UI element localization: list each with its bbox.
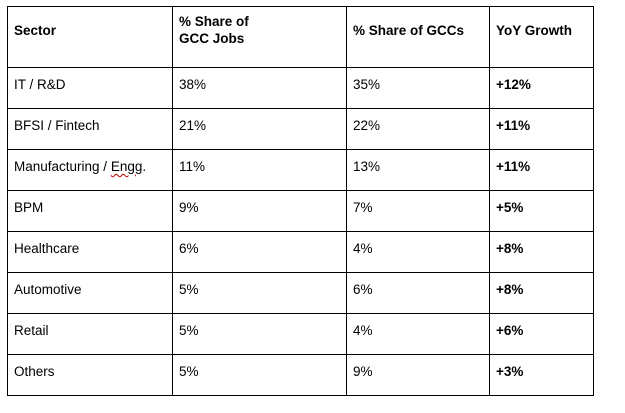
yoy-growth-value: +3% [496,364,524,379]
yoy-growth-value: +11% [496,159,531,174]
sector-cell: Healthcare [7,231,173,273]
sector-label: BFSI / Fintech [14,118,100,133]
gccs-share-value: 9% [353,364,373,379]
yoy-growth-cell: +8% [489,272,594,314]
gccs-share-value: 4% [353,323,373,338]
yoy-growth-value: +11% [496,118,531,133]
table-row: BPM 9% 7% +5% [7,190,594,232]
gccs-share-value: 22% [353,118,381,133]
yoy-growth-value: +6% [496,323,524,338]
header-gccs-label: % Share of GCCs [353,23,465,38]
yoy-growth-cell: +5% [489,190,594,232]
jobs-share-value: 11% [179,159,206,174]
jobs-share-value: 5% [179,364,199,379]
header-sector: Sector [7,6,173,68]
jobs-share-value: 38% [179,77,207,92]
header-gcc-jobs-line1: % Share of [179,14,249,29]
sector-label: Manufacturing / Engg. [8,150,172,175]
jobs-share-value: 6% [179,241,199,256]
jobs-share-value: 5% [179,282,199,297]
sector-cell: Retail [7,313,173,355]
spellcheck-flagged-word: Engg [110,159,143,174]
yoy-growth-value: +12% [496,77,531,92]
header-gcc-jobs-line2: GCC Jobs [179,31,245,46]
gccs-share-cell: 35% [346,67,490,109]
jobs-share-cell: 5% [172,272,347,314]
gccs-share-cell: 9% [346,354,490,396]
gccs-share-cell: 7% [346,190,490,232]
header-gcc-jobs-share: % Share of GCC Jobs [172,6,347,68]
sector-cell: Automotive [7,272,173,314]
gccs-share-cell: 4% [346,231,490,273]
sector-cell: IT / R&D [7,67,173,109]
header-yoy-label: YoY Growth [496,23,573,38]
sector-label: IT / R&D [14,77,66,92]
gccs-share-cell: 22% [346,108,490,150]
header-gcc-jobs-label: % Share of GCC Jobs [173,7,346,47]
yoy-growth-value: +5% [496,200,524,215]
sector-label: BPM [14,200,44,215]
gccs-share-value: 13% [353,159,381,174]
sector-cell: BPM [7,190,173,232]
table-row: BFSI / Fintech 21% 22% +11% [7,108,594,150]
yoy-growth-cell: +11% [489,108,594,150]
jobs-share-cell: 21% [172,108,347,150]
gccs-share-cell: 4% [346,313,490,355]
yoy-growth-value: +8% [496,282,524,297]
sector-label-tail: . [142,159,147,174]
sector-cell: Others [7,354,173,396]
sector-label: Healthcare [14,241,80,256]
sector-label: Retail [14,323,49,338]
header-yoy-growth: YoY Growth [489,6,594,68]
sector-cell: Manufacturing / Engg. [7,149,173,191]
header-gccs-share: % Share of GCCs [346,6,490,68]
gccs-share-value: 35% [353,77,381,92]
sector-cell: BFSI / Fintech [7,108,173,150]
gcc-sector-table: Sector % Share of GCC Jobs % Share of GCC… [7,6,594,396]
jobs-share-value: 9% [179,200,199,215]
jobs-share-cell: 5% [172,313,347,355]
jobs-share-cell: 38% [172,67,347,109]
table-row: Others 5% 9% +3% [7,354,594,396]
sector-label-main: Manufacturing / [14,159,111,174]
sector-label: Others [14,364,55,379]
table-row: Manufacturing / Engg. 11% 13% +11% [7,149,594,191]
table-row: Retail 5% 4% +6% [7,313,594,355]
jobs-share-cell: 5% [172,354,347,396]
sector-label: Automotive [14,282,82,297]
table-row: Automotive 5% 6% +8% [7,272,594,314]
jobs-share-value: 21% [179,118,207,133]
gccs-share-cell: 6% [346,272,490,314]
table-row: Healthcare 6% 4% +8% [7,231,594,273]
gccs-share-cell: 13% [346,149,490,191]
yoy-growth-cell: +6% [489,313,594,355]
jobs-share-value: 5% [179,323,199,338]
jobs-share-cell: 11% [172,149,347,191]
header-row: Sector % Share of GCC Jobs % Share of GCC… [7,6,594,68]
gccs-share-value: 6% [353,282,373,297]
header-sector-label: Sector [14,23,57,38]
yoy-growth-cell: +8% [489,231,594,273]
yoy-growth-cell: +12% [489,67,594,109]
gccs-share-value: 4% [353,241,373,256]
jobs-share-cell: 6% [172,231,347,273]
yoy-growth-cell: +3% [489,354,594,396]
jobs-share-cell: 9% [172,190,347,232]
yoy-growth-cell: +11% [489,149,594,191]
gccs-share-value: 7% [353,200,373,215]
table-row: IT / R&D 38% 35% +12% [7,67,594,109]
yoy-growth-value: +8% [496,241,524,256]
